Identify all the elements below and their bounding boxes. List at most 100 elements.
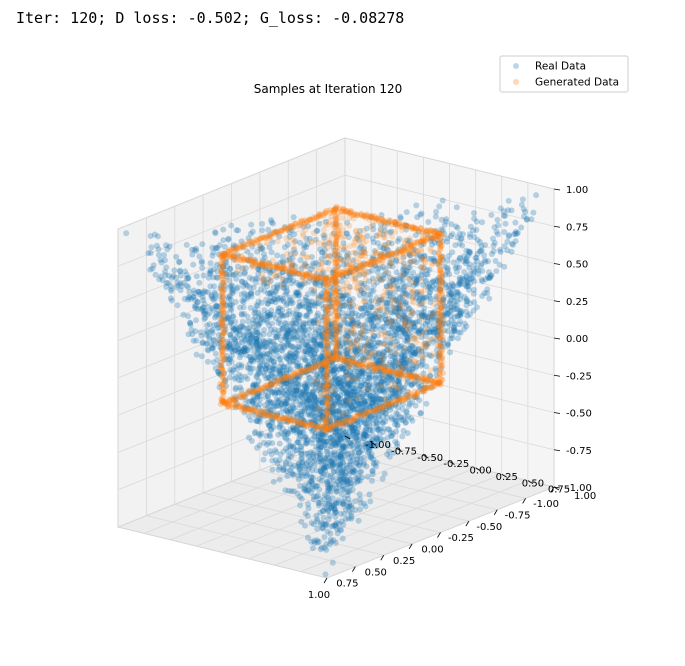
grid-line-left-z <box>117 212 346 304</box>
real-data-point <box>303 342 310 349</box>
real-data-point <box>270 220 276 227</box>
real-data-point <box>350 469 357 476</box>
real-data-point <box>207 260 214 267</box>
real-data-point <box>399 365 406 372</box>
real-data-point <box>217 344 224 351</box>
real-data-point <box>400 260 407 267</box>
real-data-point <box>455 335 461 342</box>
real-data-point <box>364 432 371 439</box>
real-data-point <box>168 297 175 304</box>
real-data-point <box>359 264 366 271</box>
grid-line-right-z <box>344 286 555 339</box>
real-data-point <box>337 436 344 443</box>
real-data-point <box>233 227 240 234</box>
real-data-point <box>321 377 328 384</box>
real-data-point <box>371 248 378 254</box>
real-data-point <box>296 298 303 305</box>
real-data-point <box>230 287 237 294</box>
real-data-point <box>243 352 250 359</box>
real-data-point <box>345 450 352 457</box>
real-data-point <box>387 293 394 300</box>
real-data-point <box>239 318 246 325</box>
real-data-point <box>327 284 334 291</box>
real-data-point <box>280 398 287 405</box>
real-data-point <box>190 261 197 268</box>
real-data-point <box>389 309 396 316</box>
real-data-point <box>340 521 347 528</box>
real-data-point <box>393 410 400 417</box>
real-data-point <box>463 277 470 284</box>
real-data-point <box>295 419 302 426</box>
real-data-point <box>344 327 351 334</box>
real-data-point <box>369 267 375 274</box>
real-data-point <box>378 357 385 364</box>
real-data-point <box>478 242 485 249</box>
real-data-point <box>421 294 428 301</box>
real-data-point <box>387 341 394 348</box>
real-data-point <box>485 258 491 265</box>
real-data-point <box>325 344 332 351</box>
real-data-point <box>203 327 210 334</box>
real-data-point <box>371 396 378 403</box>
real-data-point <box>326 512 333 519</box>
real-data-point <box>328 505 335 511</box>
real-data-point <box>256 344 263 351</box>
real-data-point <box>322 432 328 438</box>
real-data-point <box>344 478 351 485</box>
real-data-point <box>336 322 343 329</box>
real-data-point <box>302 357 309 364</box>
real-data-point <box>314 227 321 234</box>
real-data-point <box>332 481 339 488</box>
real-data-point <box>395 317 402 324</box>
real-data-point <box>237 304 244 311</box>
real-data-point <box>317 467 324 474</box>
real-data-point <box>276 367 283 374</box>
real-data-point <box>350 319 357 326</box>
real-data-point <box>290 488 297 495</box>
real-data-point <box>302 486 309 493</box>
real-data-point <box>236 354 243 361</box>
real-data-point <box>302 450 309 457</box>
real-data-point <box>357 419 364 426</box>
real-data-point <box>363 406 370 413</box>
real-data-point <box>283 331 289 338</box>
real-data-point <box>372 340 379 347</box>
real-data-point <box>297 502 304 509</box>
real-data-point <box>328 451 334 458</box>
real-data-point <box>363 420 370 427</box>
real-data-point <box>150 262 157 269</box>
real-data-point <box>253 335 260 342</box>
real-data-point <box>333 369 340 376</box>
real-data-point <box>449 293 456 300</box>
real-data-point <box>304 534 311 541</box>
real-data-point <box>453 288 460 295</box>
real-data-point <box>417 409 424 416</box>
real-data-point <box>444 340 451 347</box>
real-data-point <box>243 347 250 354</box>
real-data-point <box>374 240 381 247</box>
real-data-point <box>300 323 307 330</box>
real-data-point <box>321 534 328 540</box>
real-data-point <box>226 277 233 284</box>
real-data-point <box>303 395 310 402</box>
real-data-point <box>360 391 367 398</box>
real-data-point <box>265 439 272 446</box>
real-data-point <box>333 436 340 443</box>
real-data-point <box>309 545 316 552</box>
real-data-point <box>408 381 415 388</box>
real-data-point <box>288 297 295 304</box>
real-data-point <box>221 250 228 257</box>
real-data-point <box>254 356 261 363</box>
real-data-point <box>339 486 346 493</box>
real-data-point <box>380 368 387 375</box>
real-data-point <box>339 445 346 452</box>
real-data-point <box>148 244 155 251</box>
real-data-point <box>280 370 287 377</box>
real-data-point <box>378 221 384 228</box>
grid-line-floor-x <box>146 515 356 568</box>
real-data-point <box>288 385 295 391</box>
real-data-point <box>197 329 204 336</box>
real-data-point <box>318 314 325 320</box>
real-data-point <box>475 270 482 277</box>
real-data-point <box>341 318 348 325</box>
